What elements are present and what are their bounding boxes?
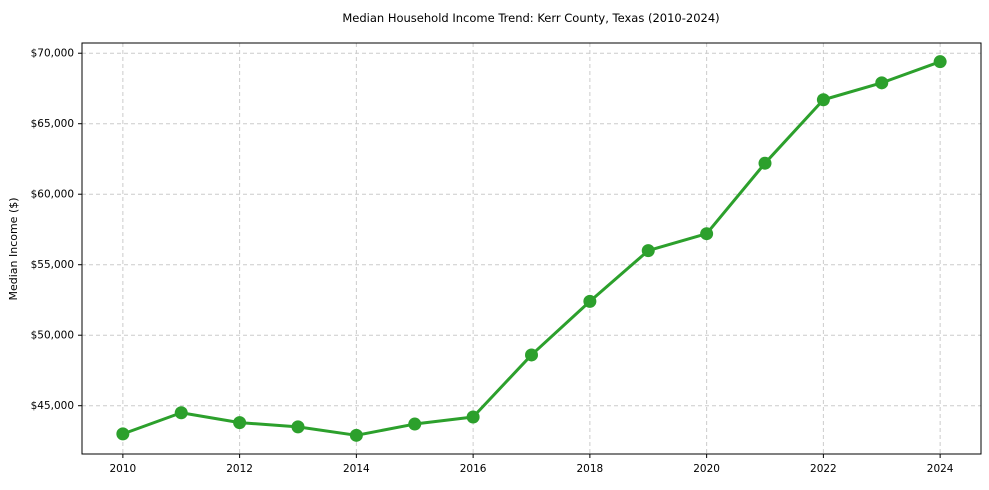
y-tick-label: $55,000 — [31, 259, 74, 271]
series-line — [121, 60, 942, 437]
x-tick-label: 2022 — [810, 463, 837, 475]
data-point-2024 — [933, 55, 947, 69]
data-point-2011 — [174, 406, 188, 420]
data-point-2014 — [349, 428, 363, 442]
chart-title: Median Household Income Trend: Kerr Coun… — [342, 11, 719, 25]
data-point-2023 — [875, 76, 889, 90]
y-axis-label: Median Income ($) — [7, 197, 20, 300]
data-point-2019 — [641, 244, 655, 258]
data-point-2013 — [291, 420, 305, 434]
x-tick-label: 2018 — [577, 463, 604, 475]
data-point-2012 — [233, 416, 247, 430]
data-point-2018 — [583, 294, 597, 308]
data-point-2020 — [700, 227, 714, 241]
x-tick-label: 2024 — [927, 463, 954, 475]
data-point-2022 — [816, 93, 830, 107]
data-point-2010 — [116, 427, 130, 441]
x-tick-label: 2014 — [343, 463, 370, 475]
y-tick-label: $60,000 — [31, 189, 74, 201]
y-tick-label: $50,000 — [31, 330, 74, 342]
x-tick-label: 2012 — [226, 463, 253, 475]
data-point-2017 — [525, 348, 538, 362]
gridlines — [82, 43, 981, 454]
x-tick-label: 2020 — [693, 463, 720, 475]
plot-border — [81, 42, 982, 455]
data-point-2015 — [408, 417, 422, 431]
x-tick-label: 2010 — [109, 463, 136, 475]
y-tick-label: $65,000 — [31, 118, 74, 130]
series-layer — [116, 55, 947, 442]
data-point-2016 — [466, 410, 480, 424]
y-tick-label: $70,000 — [31, 48, 74, 60]
x-tick-label: 2016 — [460, 463, 487, 475]
axes: 2010 2012 2014 2016 2018 2020 2022 2024 $45,000 $… — [31, 42, 982, 475]
data-point-2021 — [758, 156, 772, 170]
y-tick-label: $45,000 — [31, 400, 74, 412]
